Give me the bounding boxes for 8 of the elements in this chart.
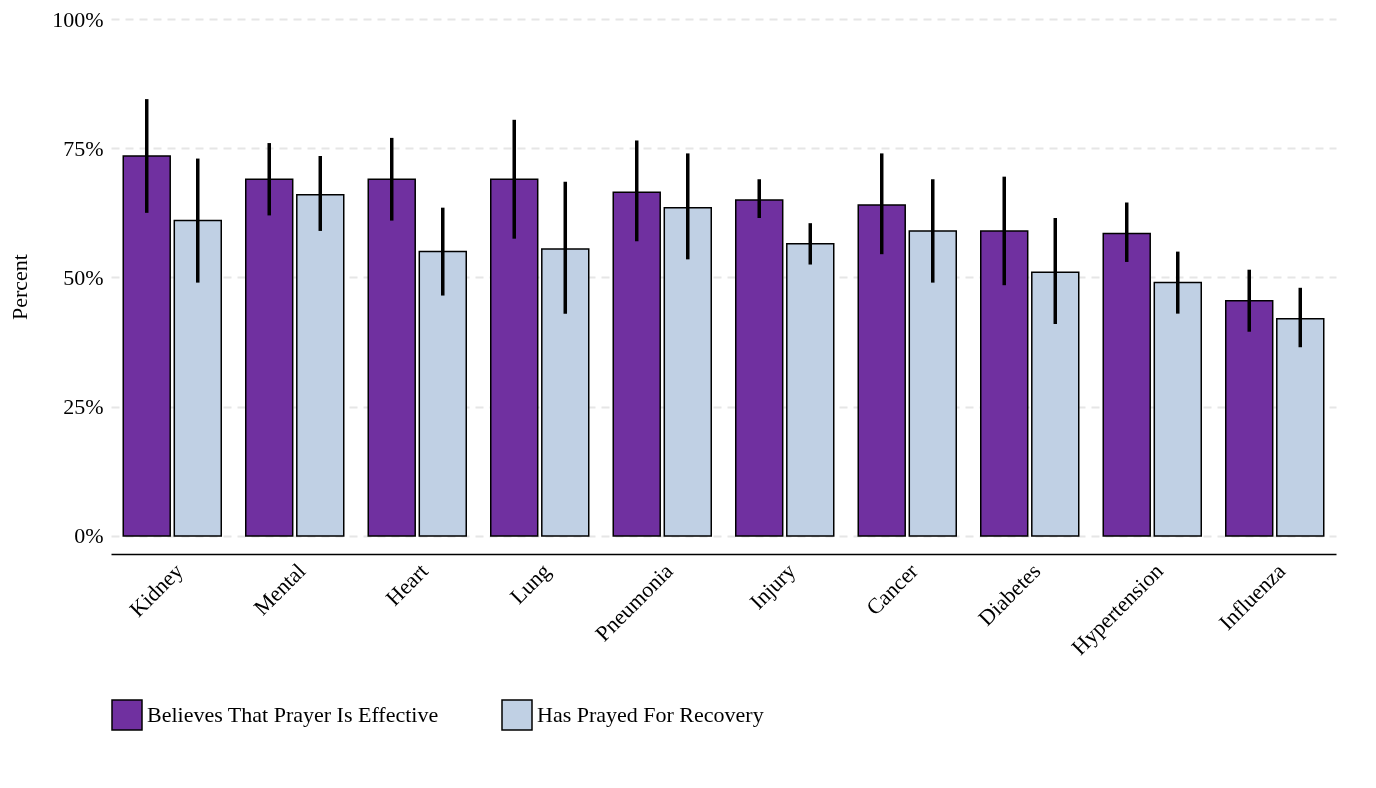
legend-label: Has Prayed For Recovery xyxy=(537,702,764,727)
legend-label: Believes That Prayer Is Effective xyxy=(147,702,439,727)
y-tick-label: 0% xyxy=(74,523,104,549)
y-tick-label: 75% xyxy=(63,135,104,161)
y-axis-title: Percent xyxy=(7,254,33,320)
y-tick-label: 50% xyxy=(63,264,104,290)
y-tick-label: 25% xyxy=(63,394,104,420)
y-tick-label: 100% xyxy=(52,6,104,32)
